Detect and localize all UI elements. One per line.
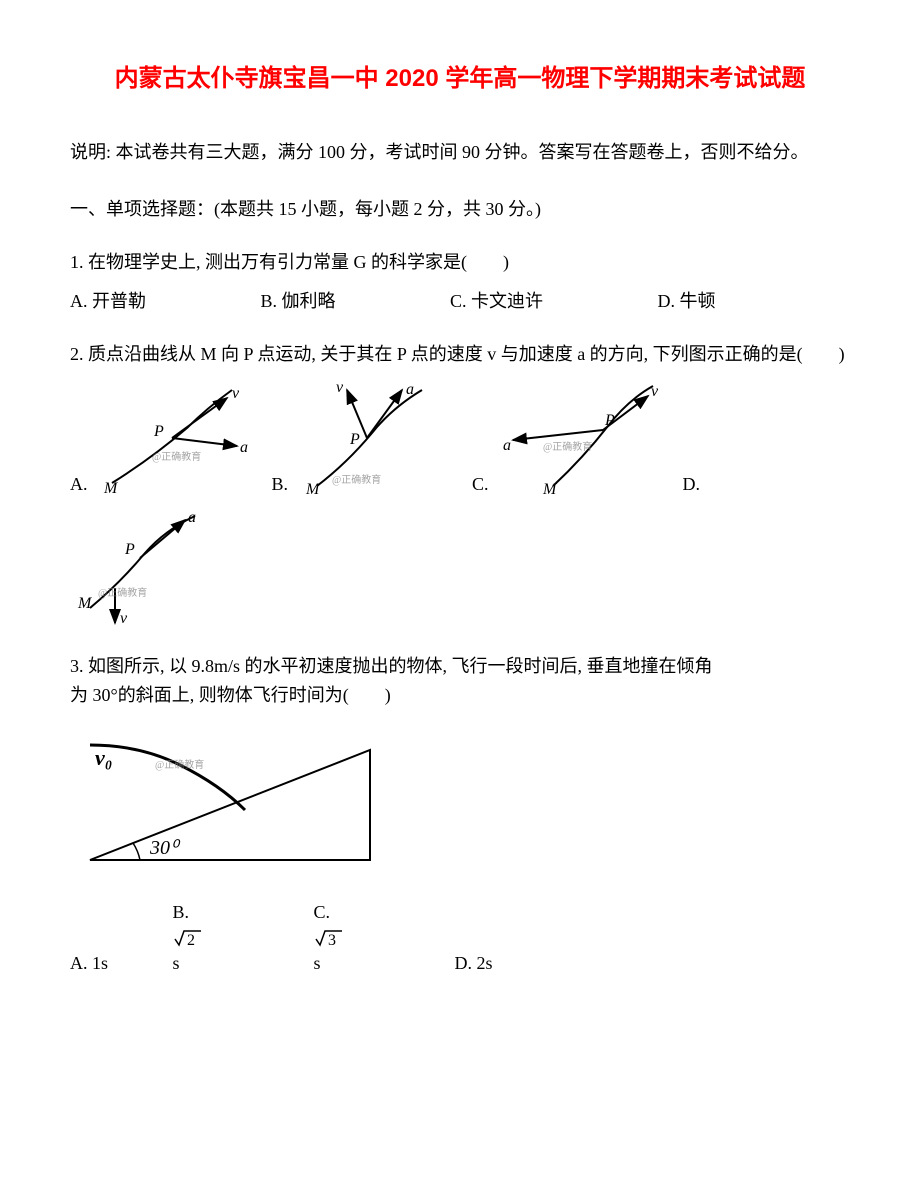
svg-text:v: v (651, 383, 659, 400)
sqrt-icon: 3 (314, 927, 344, 949)
instructions: 说明: 本试卷共有三大题，满分 100 分，考试时间 90 分钟。答案写在答题卷… (70, 138, 850, 167)
q3-option-d: D. 2s (455, 949, 493, 978)
q2-fig-c: C. v a P M @正确教育 (472, 378, 663, 498)
q2-label-b: B. (272, 470, 289, 499)
q3-stem-p1: 3. 如图所示, 以 9.8m/s 的水平初速度抛出的物体, 飞行一段时间后, … (70, 656, 713, 676)
q1-option-b: B. 伽利略 (261, 287, 336, 316)
sqrt-icon: 2 (173, 927, 203, 949)
svg-text:M: M (77, 595, 93, 612)
svg-text:M: M (103, 480, 119, 497)
svg-text:a: a (240, 439, 248, 456)
q1-option-a: A. 开普勒 (70, 287, 146, 316)
q3-stem: 3. 如图所示, 以 9.8m/s 的水平初速度抛出的物体, 飞行一段时间后, … (70, 652, 850, 710)
q2-diagram-b-icon: v a P M @正确教育 (292, 378, 452, 498)
q2-fig-b: B. v a P M @正确教育 (272, 378, 453, 498)
svg-text:v: v (232, 385, 240, 402)
q1-stem: 1. 在物理学史上, 测出万有引力常量 G 的科学家是( ) (70, 248, 850, 277)
q2-fig-d-row: a v P M @正确教育 (70, 508, 850, 628)
q1-option-c: C. 卡文迪许 (450, 287, 543, 316)
q2-diagram-d-icon: a v P M @正确教育 (70, 508, 220, 628)
svg-text:P: P (349, 431, 360, 448)
exam-title: 内蒙古太仆寺旗宝昌一中 2020 学年高一物理下学期期末考试试题 (70, 60, 850, 98)
q2-fig-d: a v P M @正确教育 (70, 508, 220, 628)
svg-text:v: v (336, 379, 344, 396)
svg-text:@正确教育: @正确教育 (98, 586, 147, 599)
q2-label-c: C. (472, 470, 489, 499)
svg-text:2: 2 (187, 932, 195, 949)
svg-text:@正确教育: @正确教育 (152, 450, 201, 463)
q3-diagram-icon: v₀ 30⁰ @正确教育 (70, 720, 400, 880)
q2-diagram-a-icon: v a P M @正确教育 (92, 378, 252, 498)
svg-text:a: a (406, 381, 414, 398)
svg-text:a: a (503, 437, 511, 454)
svg-text:P: P (604, 412, 615, 429)
svg-text:30⁰: 30⁰ (149, 837, 181, 859)
svg-text:@正确教育: @正确教育 (155, 758, 204, 771)
q2-figures: A. v a P M @正确教育 B. v a P M @正确教育 C. (70, 378, 850, 498)
q3-option-a: A. 1s (70, 949, 108, 978)
svg-text:a: a (188, 509, 196, 526)
section-1-header: 一、单项选择题：(本题共 15 小题，每小题 2 分，共 30 分。) (70, 195, 850, 224)
q2-stem: 2. 质点沿曲线从 M 向 P 点运动, 关于其在 P 点的速度 v 与加速度 … (70, 340, 850, 369)
svg-text:M: M (305, 481, 321, 498)
q3-option-c: C. 3 s (314, 898, 391, 978)
svg-text:P: P (124, 541, 135, 558)
q2-fig-a: A. v a P M @正确教育 (70, 378, 252, 498)
q3-options: A. 1s B. 2 s C. 3 s D. 2s (70, 898, 850, 978)
q1-option-d: D. 牛顿 (658, 287, 716, 316)
svg-text:P: P (153, 423, 164, 440)
svg-text:@正确教育: @正确教育 (543, 440, 592, 453)
q2-diagram-c-icon: v a P M @正确教育 (493, 378, 663, 498)
svg-text:@正确教育: @正确教育 (332, 473, 381, 486)
svg-text:v: v (120, 610, 128, 627)
q3-stem-p2: 为 30°的斜面上, 则物体飞行时间为( ) (70, 685, 391, 705)
q2-label-a: A. (70, 470, 88, 499)
svg-text:v₀: v₀ (95, 745, 112, 770)
svg-text:M: M (542, 481, 558, 498)
q1-options: A. 开普勒 B. 伽利略 C. 卡文迪许 D. 牛顿 (70, 287, 850, 316)
svg-text:3: 3 (328, 932, 336, 949)
q3-figure: v₀ 30⁰ @正确教育 (70, 720, 850, 880)
q3-option-b: B. 2 s (173, 898, 250, 978)
q2-label-d-inline: D. (683, 470, 701, 499)
